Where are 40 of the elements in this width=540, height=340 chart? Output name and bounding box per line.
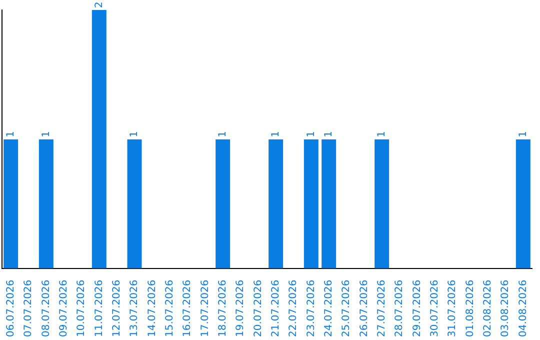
data-label: 1 — [40, 130, 52, 138]
data-label: 1 — [323, 130, 334, 138]
x-tick-label: 21.07.2026 — [270, 280, 282, 338]
x-tick-label: 15.07.2026 — [164, 280, 176, 338]
data-label: 1 — [306, 130, 317, 138]
x-tick-label: 03.08.2026 — [500, 280, 512, 338]
data-label: 1 — [217, 130, 228, 138]
data-label: 1 — [376, 130, 388, 138]
x-tick-label: 06.07.2026 — [5, 280, 16, 338]
x-tick-label: 19.07.2026 — [235, 280, 246, 338]
x-tick-label: 10.07.2026 — [76, 280, 88, 338]
x-tick-label: 18.07.2026 — [217, 280, 228, 338]
x-tick-label: 14.07.2026 — [146, 280, 158, 338]
x-tick-label: 27.07.2026 — [376, 280, 388, 338]
x-tick-label: 28.07.2026 — [394, 280, 406, 338]
x-tick-label: 12.07.2026 — [111, 280, 122, 338]
x-tick-label: 07.07.2026 — [23, 280, 34, 338]
x-tick-label: 01.08.2026 — [464, 280, 476, 338]
x-tick-label: 09.07.2026 — [58, 280, 70, 338]
x-tick-label: 16.07.2026 — [182, 280, 194, 338]
x-tick-label: 23.07.2026 — [306, 280, 317, 338]
data-label: 1 — [5, 130, 16, 138]
data-label: 1 — [270, 130, 282, 138]
x-tick-label: 22.07.2026 — [288, 280, 300, 338]
x-tick-label: 20.07.2026 — [252, 280, 264, 338]
x-tick-label: 08.07.2026 — [40, 280, 52, 338]
x-tick-label: 25.07.2026 — [341, 280, 352, 338]
x-tick-label: 29.07.2026 — [412, 280, 423, 338]
x-tick-label: 31.07.2026 — [447, 280, 458, 338]
data-label: 1 — [129, 130, 140, 138]
x-tick-label: 17.07.2026 — [200, 280, 211, 338]
x-tick-label: 24.07.2026 — [323, 280, 334, 338]
data-label: 1 — [518, 130, 529, 138]
x-tick-label: 13.07.2026 — [129, 280, 140, 338]
x-tick-label: 02.08.2026 — [482, 280, 494, 338]
x-tick-label: 30.07.2026 — [429, 280, 440, 338]
x-tick-label: 11.07.2026 — [94, 280, 105, 338]
x-tick-label: 04.08.2026 — [518, 280, 529, 338]
x-tick-label: 26.07.2026 — [358, 280, 370, 338]
data-label: 2 — [94, 2, 105, 8]
